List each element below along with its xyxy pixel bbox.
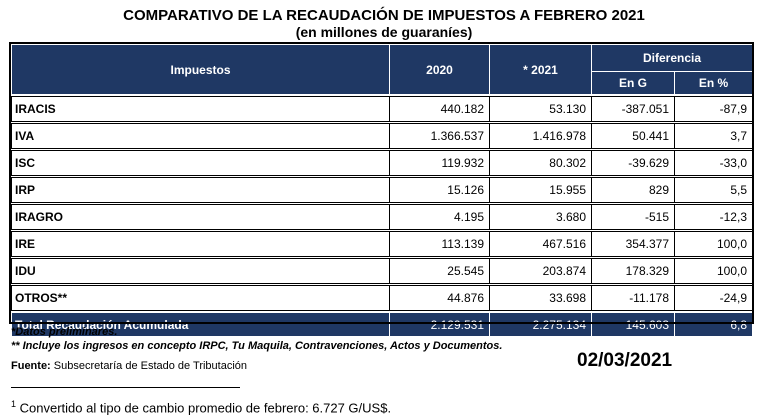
value-2020: 44.876 (389, 285, 490, 311)
value-2020: 440.182 (389, 96, 490, 122)
header-diferencia: Diferencia (591, 44, 753, 72)
tax-name: OTROS** (11, 285, 390, 311)
table-row: IRACIS 440.182 53.130 -387.051 -87,9 (11, 96, 753, 122)
value-2020: 113.139 (389, 231, 490, 257)
total-2020: 2.129.531 (389, 312, 490, 337)
difference-g: 178.329 (591, 258, 675, 284)
header-impuestos: Impuestos (11, 44, 390, 95)
note-preliminary: *Datos preliminares. (11, 326, 118, 338)
difference-g: -11.178 (591, 285, 675, 311)
tax-name: IRAGRO (11, 204, 390, 230)
difference-pct: 100,0 (674, 231, 753, 257)
total-difference-pct: 6,8 (674, 312, 753, 337)
total-2021: 2.275.134 (489, 312, 592, 337)
value-2021: 80.302 (489, 150, 592, 176)
report-title: COMPARATIVO DE LA RECAUDACIÓN DE IMPUEST… (123, 7, 645, 24)
header-en-pct: En % (674, 71, 753, 95)
value-2020: 15.126 (389, 177, 490, 203)
source-label: Fuente: (11, 360, 51, 372)
value-2020: 4.195 (389, 204, 490, 230)
value-2021: 15.955 (489, 177, 592, 203)
tax-name: IVA (11, 123, 390, 149)
footnote-text: Convertido al tipo de cambio promedio de… (16, 400, 392, 416)
difference-pct: -33,0 (674, 150, 753, 176)
value-2021: 3.680 (489, 204, 592, 230)
difference-pct: -87,9 (674, 96, 753, 122)
difference-g: -515 (591, 204, 675, 230)
tax-name: ISC (11, 150, 390, 176)
value-2021: 1.416.978 (489, 123, 592, 149)
value-2020: 119.932 (389, 150, 490, 176)
table-row: IRAGRO 4.195 3.680 -515 -12,3 (11, 204, 753, 230)
table-row: OTROS** 44.876 33.698 -11.178 -24,9 (11, 285, 753, 311)
footnote-divider (11, 387, 240, 388)
footnote: 1 Convertido al tipo de cambio promedio … (11, 399, 391, 415)
difference-g: 829 (591, 177, 675, 203)
difference-g: 50.441 (591, 123, 675, 149)
value-2021: 53.130 (489, 96, 592, 122)
total-row: Total Recaudación Acumulada 2.129.531 2.… (11, 312, 753, 337)
table-row: IRE 113.139 467.516 354.377 100,0 (11, 231, 753, 257)
total-label: Total Recaudación Acumulada (11, 312, 390, 337)
note-otros: ** Incluye los ingresos en concepto IRPC… (11, 340, 503, 352)
value-2021: 203.874 (489, 258, 592, 284)
header-en-g: En G (591, 71, 675, 95)
value-2020: 1.366.537 (389, 123, 490, 149)
table-row: IVA 1.366.537 1.416.978 50.441 3,7 (11, 123, 753, 149)
tax-name: IDU (11, 258, 390, 284)
table-row: IRP 15.126 15.955 829 5,5 (11, 177, 753, 203)
difference-g: -39.629 (591, 150, 675, 176)
value-2021: 467.516 (489, 231, 592, 257)
tax-name: IRE (11, 231, 390, 257)
header-2020: 2020 (389, 44, 490, 95)
difference-pct: -12,3 (674, 204, 753, 230)
report-date: 02/03/2021 (577, 350, 673, 371)
value-2020: 25.545 (389, 258, 490, 284)
tax-name: IRACIS (11, 96, 390, 122)
total-difference-g: 145.603 (591, 312, 675, 337)
tax-name: IRP (11, 177, 390, 203)
table-row: IDU 25.545 203.874 178.329 100,0 (11, 258, 753, 284)
difference-pct: -24,9 (674, 285, 753, 311)
table-row: ISC 119.932 80.302 -39.629 -33,0 (11, 150, 753, 176)
value-2021: 33.698 (489, 285, 592, 311)
difference-pct: 3,7 (674, 123, 753, 149)
report-subtitle: (en millones de guaraníes) (295, 24, 473, 40)
source-text: Subsecretaría de Estado de Tributación (50, 360, 248, 372)
source-line: Fuente: Subsecretaría de Estado de Tribu… (11, 360, 247, 372)
difference-pct: 100,0 (674, 258, 753, 284)
header-2021: * 2021 (489, 44, 592, 95)
difference-pct: 5,5 (674, 177, 753, 203)
difference-g: 354.377 (591, 231, 675, 257)
footnote-mark: 1 (11, 399, 17, 409)
difference-g: -387.051 (591, 96, 675, 122)
tax-revenue-table: Impuestos 2020 * 2021 Diferencia En G En… (11, 44, 753, 337)
